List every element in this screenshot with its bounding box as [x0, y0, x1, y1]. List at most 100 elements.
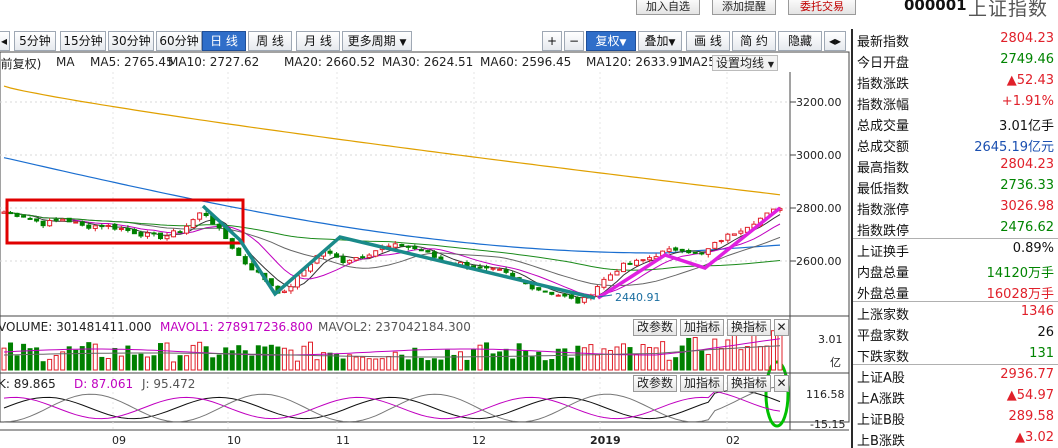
chevron-down-icon: ▼ — [619, 38, 627, 48]
volume-bar — [581, 347, 587, 371]
period-monthly[interactable]: 月 线 — [296, 31, 340, 51]
info-label: 最低指数 — [857, 182, 910, 197]
candle-body — [555, 294, 561, 297]
draw-line-button[interactable]: 画 线 — [686, 31, 730, 51]
period-daily[interactable]: 日 线 — [202, 31, 246, 51]
info-value: 2476.62 — [1000, 220, 1054, 235]
mavol1-line — [3, 338, 781, 356]
volume-bar — [438, 359, 444, 371]
info-label: 指数涨幅 — [857, 98, 910, 113]
kdj-change-params-button[interactable]: 改参数 — [633, 375, 677, 392]
volume-bar — [229, 350, 235, 371]
candle-body — [581, 296, 587, 303]
volume-bar — [614, 346, 620, 371]
scroll-left-button[interactable]: ◂ — [0, 31, 10, 51]
candle-body — [86, 224, 92, 229]
info-value: 0.89% — [1012, 241, 1054, 256]
candle-body — [607, 274, 613, 281]
info-label: 上A涨跌 — [857, 392, 905, 407]
hide-button[interactable]: 隐藏 — [778, 31, 822, 51]
volume-bar — [666, 359, 672, 371]
kdj-axis-max: 116.58 — [806, 388, 845, 401]
volume-bar — [523, 350, 529, 371]
candle-body — [627, 262, 633, 265]
expand-icon[interactable]: ◂▸ — [824, 31, 846, 51]
overlay-dropdown[interactable]: 叠加▼ — [638, 31, 682, 51]
simple-mode-button[interactable]: 简 约 — [732, 31, 776, 51]
volume-bar — [373, 358, 379, 371]
info-value: 131 — [1029, 346, 1054, 361]
add-alert-button[interactable]: 添加提醒 — [712, 0, 776, 15]
info-value: 1346 — [1020, 304, 1054, 319]
kdj-switch-indicator-button[interactable]: 换指标 — [727, 375, 771, 392]
candle-body — [1, 211, 7, 214]
kline-chart[interactable] — [0, 0, 850, 448]
price-tick-3000: 3000.00 — [796, 149, 842, 162]
ma-label: MA — [56, 55, 75, 69]
zoom-out-button[interactable]: − — [564, 31, 584, 51]
panel-divider — [851, 364, 1058, 365]
volume-bar — [431, 358, 437, 371]
candle-body — [66, 217, 72, 223]
period-30min[interactable]: 30分钟 — [108, 31, 154, 51]
volume-close-icon[interactable]: ✕ — [774, 319, 789, 336]
volume-add-indicator-button[interactable]: 加指标 — [680, 319, 724, 336]
candle-body — [718, 240, 724, 243]
volume-change-params-button[interactable]: 改参数 — [633, 319, 677, 336]
volume-bar — [255, 345, 261, 371]
volume-bar — [542, 360, 548, 371]
candle-body — [92, 225, 98, 229]
zoom-in-button[interactable]: + — [542, 31, 562, 51]
volume-switch-indicator-button[interactable]: 换指标 — [727, 319, 771, 336]
volume-bar — [594, 354, 600, 371]
volume-bar — [40, 361, 46, 371]
ma-settings-button[interactable]: 设置均线 ▼ — [712, 55, 778, 71]
volume-bar — [627, 347, 633, 371]
volume-bar — [568, 357, 574, 371]
volume-bar — [692, 337, 698, 371]
x-tick-10: 10 — [227, 434, 241, 447]
volume-bar — [275, 346, 281, 371]
candle-body — [184, 225, 190, 234]
volume-bar — [203, 346, 209, 371]
volume-bar — [314, 359, 320, 371]
adjust-rights-dropdown[interactable]: 复权▼ — [586, 31, 636, 51]
candle-body — [738, 230, 744, 234]
candle-body — [399, 243, 405, 247]
info-value: ▲52.43 — [1006, 73, 1054, 88]
period-15min[interactable]: 15分钟 — [60, 31, 106, 51]
candle-body — [353, 257, 359, 261]
volume-bar — [588, 344, 594, 371]
volume-bar — [601, 348, 607, 371]
kdj-close-icon[interactable]: ✕ — [774, 375, 789, 392]
period-weekly[interactable]: 周 线 — [248, 31, 292, 51]
candle-body — [112, 223, 118, 230]
more-periods-dropdown[interactable]: 更多周期 ▼ — [342, 31, 412, 51]
volume-bar — [399, 354, 405, 371]
candle-body — [125, 227, 131, 231]
volume-bar — [60, 351, 66, 371]
volume-bar — [262, 346, 268, 371]
candle-body — [568, 294, 574, 299]
volume-bar — [731, 333, 737, 371]
volume-bar — [529, 356, 535, 371]
candle-body — [712, 241, 718, 249]
info-value: 3026.98 — [1000, 199, 1054, 214]
volume-bar — [21, 343, 27, 371]
add-favorite-button[interactable]: 加入自选 — [636, 0, 700, 15]
period-5min[interactable]: 5分钟 — [14, 31, 56, 51]
trade-button[interactable]: 委托交易 — [788, 0, 856, 15]
candle-body — [73, 221, 79, 224]
volume-bar — [712, 338, 718, 371]
volume-bar — [770, 330, 776, 371]
candle-body — [347, 259, 353, 264]
kdj-add-indicator-button[interactable]: 加指标 — [680, 375, 724, 392]
candle-body — [679, 248, 685, 252]
volume-value: VOLUME: 301481411.000 — [0, 320, 152, 334]
volume-bar — [197, 341, 203, 371]
candle-body — [431, 251, 437, 258]
candle-body — [47, 220, 53, 227]
period-60min[interactable]: 60分钟 — [156, 31, 202, 51]
info-label: 上证换手 — [857, 245, 910, 260]
info-row: 总成交额 2645.19亿元 — [851, 134, 1058, 155]
